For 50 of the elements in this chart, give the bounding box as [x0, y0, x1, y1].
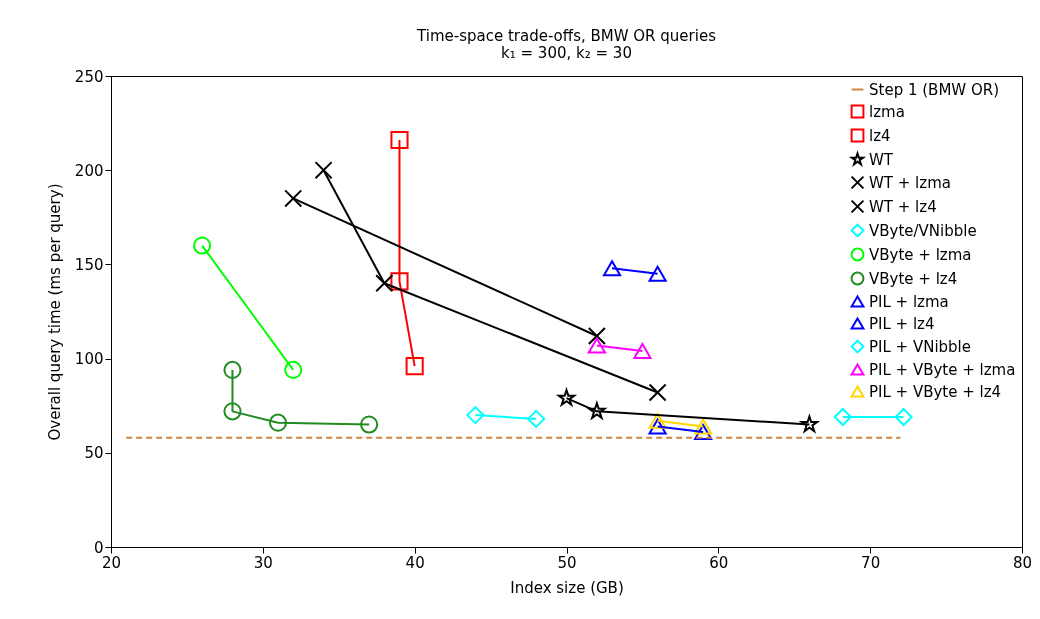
point [284, 360, 303, 379]
point [284, 189, 303, 208]
x-tick-label: 70 [861, 553, 881, 572]
point [833, 407, 852, 427]
legend-label: PIL + VByte + lz4 [869, 382, 1002, 401]
point [268, 413, 288, 432]
chart-subtitle: k₁ = 300, k₂ = 30 [501, 44, 632, 62]
legend-label: WT + lz4 [869, 197, 937, 216]
x-axis-title: Index size (GB) [510, 578, 624, 597]
x-tick-label: 80 [1012, 553, 1033, 572]
legend-label: PIL + lzma [869, 292, 949, 311]
point [223, 360, 242, 379]
legend-label: VByte + lz4 [869, 269, 958, 288]
y-axis-title: Overall query time (ms per query) [45, 183, 64, 441]
y-tick-label: 250 [74, 67, 104, 86]
point [390, 130, 409, 150]
legend-label: WT + lzma [869, 173, 951, 192]
y-tick-label: 100 [74, 350, 104, 369]
y-tick-label: 50 [84, 444, 104, 463]
x-tick-label: 60 [709, 553, 729, 572]
legend-label: VByte + lzma [869, 245, 972, 264]
point [466, 406, 485, 425]
legend-label: lzma [869, 102, 905, 121]
y-tick-label: 200 [74, 161, 104, 180]
legend-label: PIL + VByte + lzma [869, 360, 1016, 379]
y-tick-label: 0 [93, 538, 104, 557]
x-tick-label: 30 [253, 553, 273, 572]
point [557, 389, 576, 406]
legend-label: WT [869, 150, 894, 169]
point [648, 383, 667, 402]
legend-label: Step 1 (BMW OR) [869, 80, 999, 99]
x-tick-label: 40 [405, 553, 425, 572]
point [588, 402, 606, 419]
x-tick-label: 20 [101, 553, 122, 572]
point [193, 236, 212, 255]
point [894, 407, 913, 427]
legend-label: VByte/VNibble [869, 221, 977, 240]
point [405, 357, 424, 376]
legend-label: PIL + VNibble [869, 337, 972, 356]
y-tick-label: 150 [74, 255, 104, 274]
point [527, 409, 546, 428]
legend-label: PIL + lz4 [869, 314, 935, 333]
point [314, 161, 333, 180]
x-tick-label: 50 [557, 553, 577, 572]
point [375, 274, 394, 293]
chart-title: Time-space trade-offs, BMW OR queries [416, 27, 717, 45]
point [360, 415, 379, 434]
point [390, 272, 409, 291]
point [223, 402, 242, 421]
legend-label: lz4 [869, 126, 891, 145]
